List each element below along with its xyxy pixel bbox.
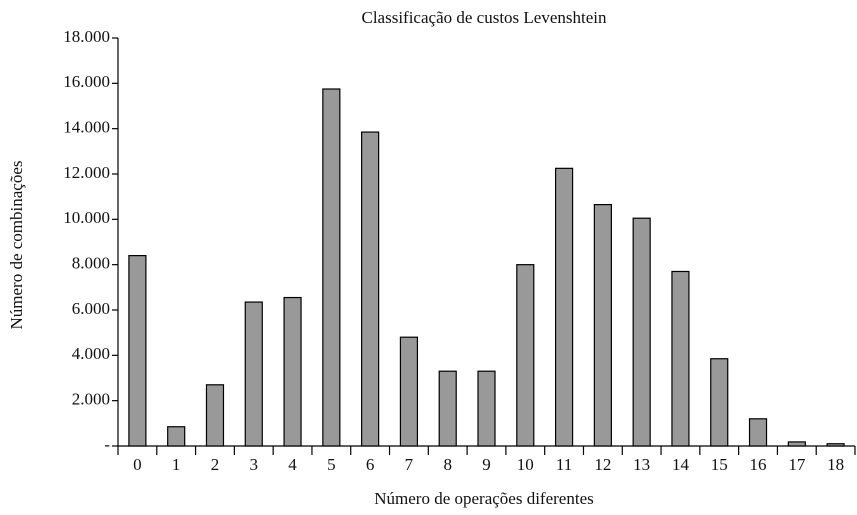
- y-tick-label: 16.000: [63, 72, 110, 91]
- x-tick-label: 8: [443, 455, 452, 474]
- bar: [593, 204, 612, 447]
- y-tick-label: 6.000: [72, 299, 110, 318]
- bar: [167, 426, 186, 447]
- bar: [399, 336, 419, 447]
- y-tick-label: 14.000: [63, 118, 110, 137]
- bar: [438, 370, 457, 447]
- x-tick-label: 14: [672, 455, 690, 474]
- x-tick-label: 2: [211, 455, 220, 474]
- x-tick-label: 4: [288, 455, 297, 474]
- y-axis-label: Número de combinações: [7, 161, 26, 330]
- x-tick-label: 9: [482, 455, 491, 474]
- x-tick-label: 17: [788, 455, 806, 474]
- x-tick-label: 10: [517, 455, 534, 474]
- y-tick-label: 10.000: [63, 208, 110, 227]
- x-tick-label: 12: [594, 455, 611, 474]
- bar: [748, 418, 768, 447]
- bar: [283, 296, 302, 447]
- bar: [632, 217, 651, 447]
- bar: [361, 131, 380, 447]
- bar: [787, 441, 806, 447]
- x-tick-label: 11: [556, 455, 572, 474]
- bar: [322, 88, 341, 447]
- bar: [516, 264, 535, 447]
- y-tick-label: -: [104, 435, 110, 454]
- bar: [710, 358, 729, 447]
- y-tick-label: 4.000: [72, 344, 110, 363]
- y-tick-label: 2.000: [72, 390, 110, 409]
- bar: [671, 270, 690, 447]
- x-tick-label: 18: [827, 455, 844, 474]
- x-tick-label: 3: [250, 455, 259, 474]
- bar: [826, 443, 845, 447]
- x-tick-label: 7: [405, 455, 414, 474]
- bar: [244, 301, 263, 447]
- x-tick-label: 1: [172, 455, 181, 474]
- bar: [554, 167, 574, 447]
- y-tick-label: 12.000: [63, 163, 110, 182]
- bar: [128, 255, 147, 447]
- y-tick-label: 18.000: [63, 27, 110, 46]
- x-tick-label: 13: [633, 455, 650, 474]
- x-tick-label: 6: [366, 455, 375, 474]
- x-tick-label: 0: [133, 455, 142, 474]
- chart-title: Classificação de custos Levenshtein: [361, 8, 607, 27]
- x-tick-label: 16: [750, 455, 767, 474]
- bar: [477, 370, 496, 447]
- x-axis-label: Número de operações diferentes: [374, 489, 593, 508]
- bar: [205, 384, 225, 447]
- x-tick-label: 15: [711, 455, 728, 474]
- y-tick-label: 8.000: [72, 254, 110, 273]
- x-tick-label: 5: [327, 455, 336, 474]
